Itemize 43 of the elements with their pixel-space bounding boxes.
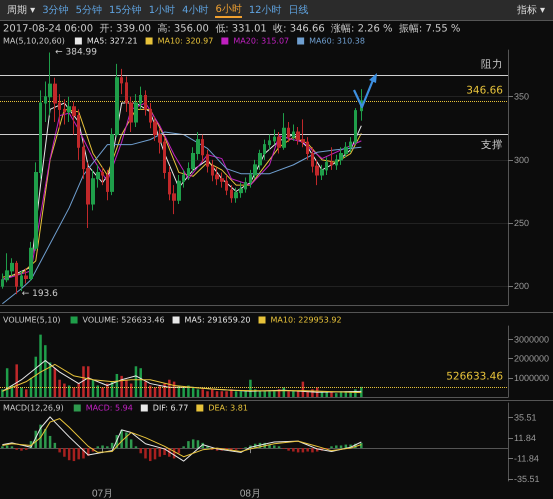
y-tick-label: 3000000 <box>514 334 550 344</box>
y-tick-label: 1000000 <box>514 372 550 383</box>
legend-label: MA5: 327.21 <box>86 36 138 46</box>
legend-label: DEA: 3.81 <box>208 404 248 412</box>
legend-label: MA60: 310.38 <box>309 36 365 46</box>
x-tick-label: 08月 <box>240 488 261 499</box>
ref-line-label: 支撑 <box>481 138 503 152</box>
y-tick-label: -35.51 <box>514 474 540 484</box>
chart-subtitle: 2017-08-24 06:00 开: 339.00 高: 356.00 低: 331.01 收: 346.66 涨幅: 2.26 % 振幅: 7.55 % <box>3 22 460 34</box>
text: 4小时 <box>182 4 208 17</box>
legend-label: MACD: 5.94 <box>86 404 133 412</box>
text: 15分钟 <box>108 4 142 17</box>
legend-label: DIF: 6.77 <box>152 404 188 412</box>
legend-title: MACD(12,26,9) <box>3 404 64 412</box>
y-tick-label: 300 <box>514 154 530 165</box>
annotation: ← 193.6 <box>22 289 58 300</box>
y-tick-label: 2000000 <box>514 354 550 364</box>
y-tick-label: 11.84 <box>514 432 536 443</box>
ref-line-label: 阻力 <box>481 58 503 71</box>
text: 3分钟 <box>42 4 69 17</box>
legend-title: VOLUME(5,10) <box>3 316 61 324</box>
legend-label: MA10: 229953.92 <box>270 316 342 324</box>
text: 5分钟 <box>76 4 102 17</box>
y-tick-label: 250 <box>514 218 530 228</box>
text: 12小时 <box>248 4 282 17</box>
text: 指标 ▾ <box>516 4 545 17</box>
text: 1小时 <box>148 4 176 17</box>
legend-label: MA10: 320.97 <box>158 36 214 46</box>
ref-line-label: 526633.46 <box>446 370 504 382</box>
y-tick-label: 200 <box>514 281 530 292</box>
text: 日线 <box>288 4 309 17</box>
legend-label: MA5: 291659.20 <box>184 316 251 324</box>
text: 6小时 <box>215 2 242 18</box>
y-tick-label: 35.51 <box>514 412 537 422</box>
y-tick-label: -11.84 <box>514 453 539 464</box>
annotation: ← 384.99 <box>55 48 98 58</box>
legend-label: VOLUME: 526633.46 <box>82 316 165 324</box>
legend-label: MA20: 315.07 <box>233 36 290 46</box>
text: 周期 ▾ <box>7 4 36 17</box>
legend-title: MA(5,10,20,60) <box>3 36 65 46</box>
x-tick-label: 07月 <box>92 488 114 499</box>
y-tick-label: 350 <box>514 92 530 102</box>
ref-line-label: 346.66 <box>466 84 504 96</box>
